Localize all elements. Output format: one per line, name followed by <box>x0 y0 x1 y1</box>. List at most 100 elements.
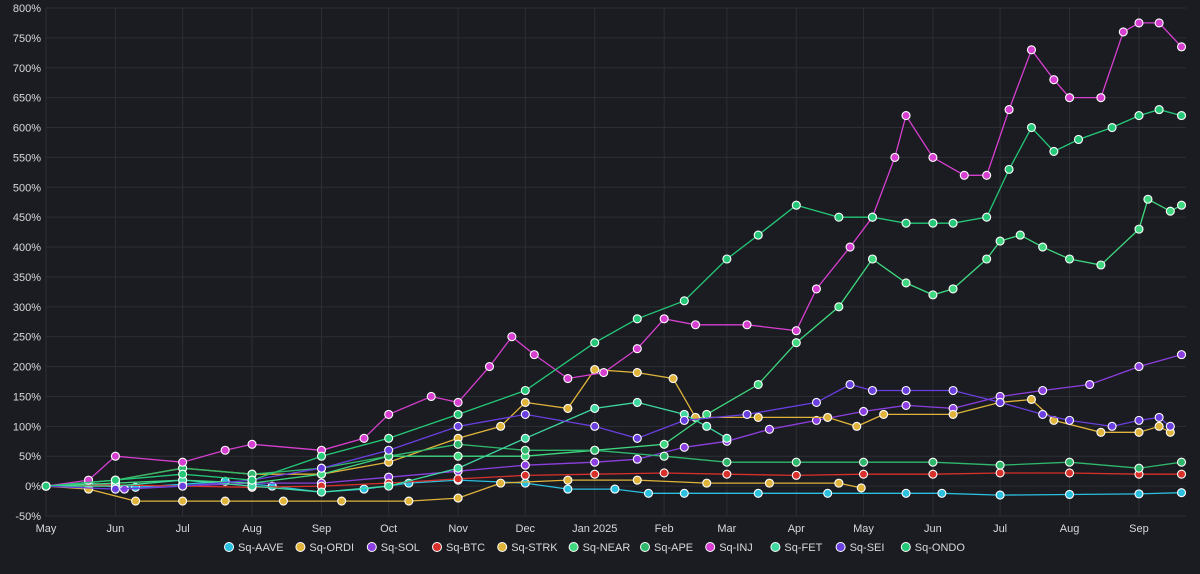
data-point <box>702 478 712 488</box>
legend-marker <box>835 542 846 552</box>
data-point <box>928 218 938 228</box>
data-point <box>41 481 51 491</box>
data-point <box>632 433 642 443</box>
legend-item[interactable]: Sq-ONDO <box>900 542 965 554</box>
legend-label: Sq-INJ <box>719 542 753 554</box>
data-point <box>791 457 801 467</box>
data-point <box>1134 362 1144 372</box>
data-point <box>679 415 689 425</box>
data-point <box>722 457 732 467</box>
data-point <box>1134 427 1144 437</box>
data-point <box>110 475 120 485</box>
data-point <box>529 350 539 360</box>
x-tick-label: Nov <box>448 523 468 535</box>
data-point <box>722 254 732 264</box>
data-point <box>220 445 230 455</box>
y-tick-label: 250% <box>13 332 41 344</box>
data-point <box>995 490 1005 500</box>
y-tick-label: 150% <box>13 391 41 403</box>
data-point <box>668 373 678 384</box>
data-point <box>679 442 689 452</box>
data-point <box>1134 489 1144 499</box>
data-point <box>982 212 992 222</box>
data-point <box>1154 421 1164 431</box>
data-point <box>1176 488 1187 498</box>
data-point <box>679 488 689 498</box>
legend-marker <box>366 542 377 552</box>
legend-marker <box>568 542 579 552</box>
y-tick-label: 50% <box>19 451 41 463</box>
data-point <box>1073 134 1084 145</box>
data-point <box>453 493 463 503</box>
data-point <box>1064 489 1075 500</box>
data-point <box>178 457 188 467</box>
data-point <box>1064 468 1075 478</box>
series-line <box>45 22 1182 487</box>
legend-item[interactable]: Sq-FET <box>770 542 823 554</box>
data-point <box>632 454 642 464</box>
data-point <box>811 397 822 407</box>
legend-item[interactable]: Sq-APE <box>640 542 694 554</box>
data-point <box>901 218 911 228</box>
data-point <box>453 463 463 473</box>
y-tick-label: 600% <box>13 123 41 135</box>
data-point <box>845 242 855 252</box>
data-point <box>496 421 506 431</box>
data-point <box>1134 415 1144 425</box>
legend-label: Sq-APE <box>654 542 693 554</box>
data-point <box>590 338 600 348</box>
series-line <box>45 368 1171 487</box>
legend-item[interactable]: Sq-BTC <box>432 542 486 554</box>
data-point <box>453 421 463 431</box>
legend-item[interactable]: Sq-SEI <box>835 542 884 554</box>
data-point <box>858 469 869 479</box>
data-point <box>928 290 938 300</box>
data-point <box>590 445 600 455</box>
data-point <box>791 470 801 480</box>
data-point <box>1049 146 1059 156</box>
legend-label: Sq-AAVE <box>238 542 284 554</box>
data-point <box>563 484 573 494</box>
y-tick-label: 300% <box>13 302 41 314</box>
data-point <box>426 391 436 402</box>
y-tick-label: 100% <box>13 421 41 433</box>
data-point <box>823 488 833 498</box>
legend-item[interactable]: Sq-INJ <box>705 542 753 554</box>
data-point <box>995 468 1005 478</box>
data-point <box>659 439 669 449</box>
data-point <box>590 469 600 479</box>
series-sq-ondo <box>41 105 1187 491</box>
data-point <box>753 488 763 498</box>
legend-item[interactable]: Sq-ORDI <box>295 542 354 554</box>
data-point <box>690 320 701 330</box>
legend-label: Sq-ORDI <box>309 542 354 554</box>
data-point <box>702 421 712 431</box>
data-point <box>1004 164 1014 174</box>
data-point <box>520 460 530 470</box>
x-tick-label: Sep <box>1129 523 1149 535</box>
legend-label: Sq-BTC <box>446 542 485 554</box>
data-point <box>1176 111 1187 121</box>
data-point <box>1096 93 1106 103</box>
data-point <box>453 409 463 419</box>
y-tick-label: 800% <box>13 3 41 15</box>
x-tick-label: Mar <box>717 523 736 535</box>
data-point <box>811 284 822 294</box>
data-point <box>995 236 1005 246</box>
data-point <box>982 170 992 180</box>
data-point <box>110 484 120 494</box>
y-tick-label: 650% <box>13 93 41 105</box>
data-point <box>659 314 669 324</box>
legend-item[interactable]: Sq-STRK <box>497 542 559 554</box>
legend-item[interactable]: Sq-SOL <box>366 542 420 554</box>
data-point <box>384 481 394 491</box>
legend-item[interactable]: Sq-AAVE <box>224 542 284 554</box>
x-tick-label: May <box>36 523 57 535</box>
data-point <box>520 478 530 488</box>
legend-item[interactable]: Sq-NEAR <box>568 542 630 554</box>
data-point <box>520 409 530 419</box>
data-point <box>507 332 517 342</box>
data-point <box>632 314 642 324</box>
data-point <box>858 406 869 416</box>
data-point <box>1096 260 1106 270</box>
